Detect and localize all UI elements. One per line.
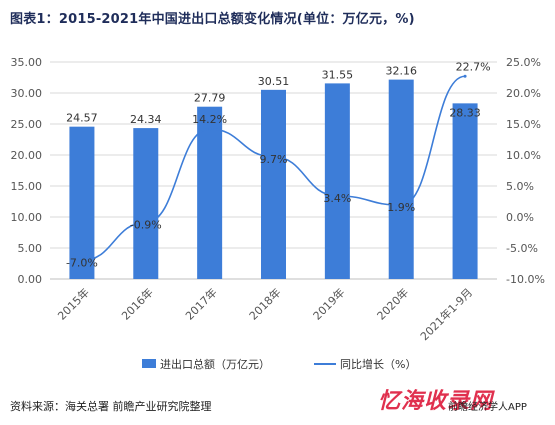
bar-value-label: 27.79 xyxy=(194,92,226,105)
y-right-tick-label: 10.0% xyxy=(506,149,541,162)
growth-value-label: 3.4% xyxy=(323,192,351,205)
y-left-tick-label: 5.00 xyxy=(18,242,43,255)
growth-value-label: -0.9% xyxy=(130,219,162,232)
y-left-tick-label: 30.00 xyxy=(11,87,43,100)
y-left-tick-label: 15.00 xyxy=(11,180,43,193)
growth-point xyxy=(335,194,339,198)
y-right-tick-label: -5.0% xyxy=(506,242,538,255)
y-right-tick-label: 20.0% xyxy=(506,87,541,100)
growth-point xyxy=(272,155,275,159)
y-right-tick-label: -10.0% xyxy=(506,273,545,286)
growth-point xyxy=(399,203,403,207)
x-tick-label: 2018年 xyxy=(246,285,283,322)
y-left-tick-label: 0.00 xyxy=(18,273,43,286)
growth-point xyxy=(144,221,148,225)
growth-value-label: 22.7% xyxy=(456,60,491,73)
y-left-tick-label: 35.00 xyxy=(11,56,43,69)
legend-bar-label: 进出口总额（万亿元） xyxy=(160,357,270,371)
bar xyxy=(133,128,159,279)
growth-value-label: 9.7% xyxy=(260,153,288,166)
chart-title: 图表1：2015-2021年中国进出口总额变化情况(单位：万亿元，%) xyxy=(10,12,415,27)
growth-point xyxy=(463,74,467,78)
watermark-brand: 忆海收录网 xyxy=(378,389,494,414)
bar xyxy=(324,83,350,279)
legend-line-label: 同比增长（%） xyxy=(340,357,416,371)
bar xyxy=(452,103,478,279)
y-right-tick-label: 15.0% xyxy=(506,118,541,131)
bar-value-label: 28.33 xyxy=(449,106,481,119)
bar xyxy=(261,89,286,279)
x-tick-label: 2021年1-9月 xyxy=(417,285,475,343)
bar-value-label: 24.34 xyxy=(130,113,162,126)
legend-bar-swatch xyxy=(142,359,156,368)
y-right-tick-label: 5.0% xyxy=(506,180,534,193)
y-left-tick-label: 25.00 xyxy=(11,118,43,131)
bar xyxy=(388,79,414,279)
x-tick-label: 2017年 xyxy=(182,285,219,322)
growth-value-label: 14.2% xyxy=(192,113,227,126)
x-tick-label: 2019年 xyxy=(310,285,347,322)
y-left-tick-label: 10.00 xyxy=(11,211,43,224)
x-tick-label: 2020年 xyxy=(374,285,411,322)
y-right-tick-label: 0.0% xyxy=(506,211,534,224)
y-right-tick-label: 25.0% xyxy=(506,56,541,69)
growth-value-label: -7.0% xyxy=(66,256,98,269)
bar-value-label: 31.55 xyxy=(322,68,354,81)
bar-value-label: 24.57 xyxy=(66,112,98,125)
x-tick-label: 2016年 xyxy=(118,285,155,322)
bar-value-label: 32.16 xyxy=(385,65,417,78)
growth-value-label: 1.9% xyxy=(387,201,415,214)
bar xyxy=(197,106,223,280)
watermark-logo: 前瞻经济学人APP xyxy=(448,402,527,413)
bar xyxy=(69,126,95,279)
y-left-tick-label: 20.00 xyxy=(11,149,43,162)
x-tick-label: 2015年 xyxy=(55,285,92,322)
growth-point xyxy=(80,258,84,262)
growth-point xyxy=(208,127,212,131)
bar-value-label: 30.51 xyxy=(258,75,290,88)
source-note: 资料来源：海关总署 前瞻产业研究院整理 xyxy=(10,400,212,413)
